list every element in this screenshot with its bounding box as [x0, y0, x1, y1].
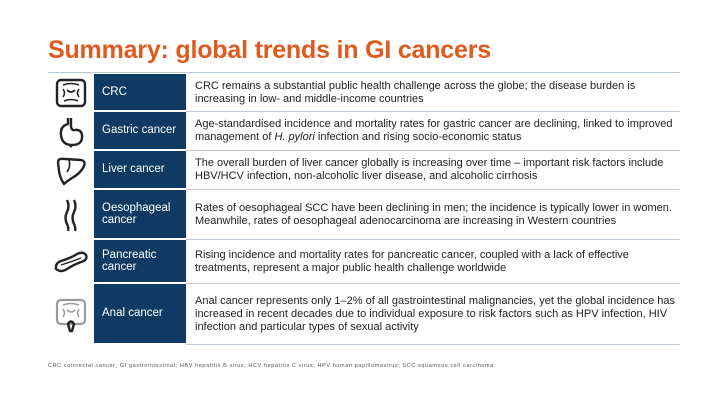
abbreviations-footnote: CRC colorectal cancer; GI gastrointestin… — [48, 363, 494, 369]
row-label: Gastric cancer — [94, 112, 186, 151]
row-description: Anal cancer represents only 1–2% of all … — [186, 284, 680, 345]
table-row-liver: Liver cancer The overall burden of liver… — [48, 151, 680, 190]
table-row-anal: Anal cancer Anal cancer represents only … — [48, 284, 680, 345]
row-description: The overall burden of liver cancer globa… — [186, 151, 680, 190]
row-label: Oesophageal cancer — [94, 190, 186, 240]
summary-table: CRC CRC remains a substantial public hea… — [48, 74, 680, 345]
row-description: Rates of oesophageal SCC have been decli… — [186, 190, 680, 240]
anal-colon-icon — [48, 284, 94, 345]
row-description: CRC remains a substantial public health … — [186, 74, 680, 112]
oesophagus-icon — [48, 190, 94, 240]
row-label: Anal cancer — [94, 284, 186, 345]
table-row-crc: CRC CRC remains a substantial public hea… — [48, 74, 680, 112]
table-row-pancreatic: Pancreatic cancer Rising incidence and m… — [48, 240, 680, 284]
title-divider — [48, 72, 680, 73]
row-description: Age-standardised incidence and mortality… — [186, 112, 680, 151]
row-label: CRC — [94, 74, 186, 112]
row-label: Pancreatic cancer — [94, 240, 186, 284]
stomach-icon — [48, 112, 94, 151]
pancreas-icon — [48, 240, 94, 284]
table-row-oesophageal: Oesophageal cancer Rates of oesophageal … — [48, 190, 680, 240]
row-label: Liver cancer — [94, 151, 186, 190]
colon-icon — [48, 74, 94, 112]
liver-icon — [48, 151, 94, 190]
table-row-gastric: Gastric cancer Age-standardised incidenc… — [48, 112, 680, 151]
page-title: Summary: global trends in GI cancers — [48, 36, 491, 64]
row-description: Rising incidence and mortality rates for… — [186, 240, 680, 284]
